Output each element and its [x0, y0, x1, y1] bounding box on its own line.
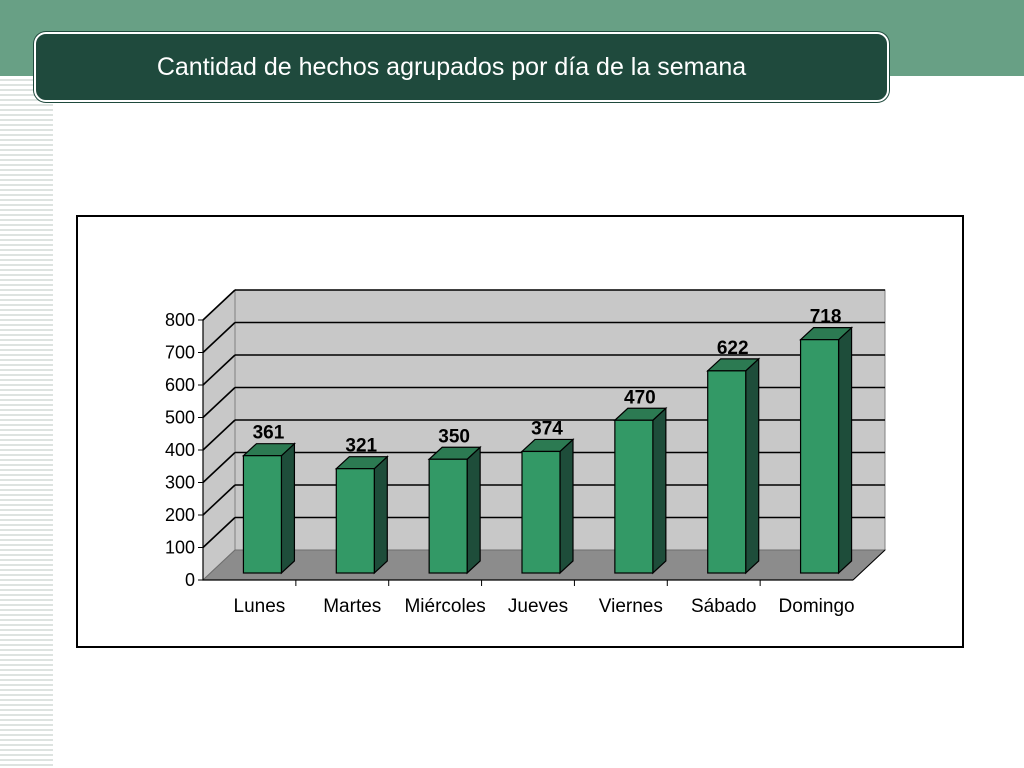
gridline-side [202, 419, 236, 451]
y-tick-label: 600 [165, 375, 195, 395]
y-tick-label: 300 [165, 473, 195, 493]
x-tick-label: Jueves [508, 596, 568, 617]
bar-side [466, 445, 481, 575]
title-box: Cantidad de hechos agrupados por día de … [34, 32, 889, 102]
chart-frame: 0 100 200 300 400 500 600 700 800 361 Lunes 321 Mart… [76, 215, 964, 648]
floor-edge [852, 549, 886, 581]
bar-side [280, 442, 296, 575]
data-label: 470 [624, 387, 656, 408]
y-tick-label: 400 [165, 440, 195, 460]
y-tick-label: 0 [185, 570, 195, 590]
bar [614, 419, 654, 574]
x-tick-label: Miércoles [404, 596, 485, 617]
gridline-side [202, 516, 236, 549]
bar-side [559, 438, 574, 575]
bar-chart: 0 100 200 300 400 500 600 700 800 361 Lunes 321 Mart… [165, 288, 887, 617]
x-tick-label: Martes [323, 596, 381, 617]
y-tick-label: 800 [165, 310, 195, 330]
bar-side [373, 455, 388, 575]
gridline-side [202, 354, 236, 386]
bar-side [837, 326, 853, 575]
data-label: 718 [810, 307, 842, 328]
bar [799, 339, 840, 574]
x-tick-label: Sábado [691, 596, 757, 617]
gridline-side [202, 321, 236, 354]
data-label: 350 [438, 426, 470, 447]
bar-side [652, 406, 667, 575]
x-tick-label: Viernes [599, 596, 663, 617]
y-tick-label: 500 [165, 408, 195, 428]
y-tick-label: 200 [165, 505, 195, 525]
gridline-side [202, 289, 236, 321]
decorative-stripes [0, 76, 53, 768]
bar [242, 455, 283, 574]
bar [707, 370, 747, 574]
bar [521, 450, 561, 574]
x-tick-label: Lunes [234, 596, 286, 617]
data-label: 361 [253, 423, 285, 444]
data-label: 622 [717, 338, 749, 359]
x-tick-label: Domingo [779, 596, 855, 617]
gridline-side [202, 451, 236, 484]
slide-title: Cantidad de hechos agrupados por día de … [156, 52, 747, 81]
data-label: 321 [345, 436, 377, 457]
gridline-side [202, 484, 236, 516]
bar-side [745, 357, 760, 575]
gridline-side [202, 386, 236, 419]
bar [335, 468, 375, 574]
data-label: 374 [531, 418, 563, 439]
y-tick-label: 100 [165, 538, 195, 558]
bar [428, 458, 468, 574]
y-tick-label: 700 [165, 343, 195, 363]
